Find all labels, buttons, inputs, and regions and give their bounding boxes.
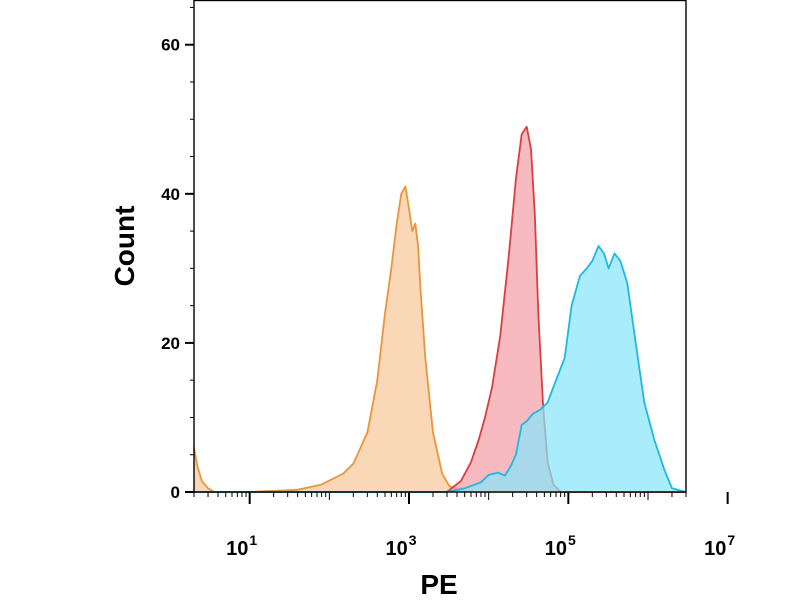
y-tick-label: 20: [161, 334, 180, 353]
x-tick-label: 105: [545, 532, 576, 560]
x-axis-title: PE: [420, 569, 457, 600]
plot-frame: [193, 0, 687, 493]
series-2-line: [194, 245, 687, 493]
y-axis-title: Count: [109, 206, 140, 287]
y-tick-label: 60: [161, 36, 180, 55]
series-2-area: [194, 246, 686, 492]
x-tick-label: 101: [226, 532, 257, 560]
x-tick-label: 107: [704, 532, 735, 560]
y-tick-label: 0: [171, 483, 180, 502]
x-tick-label: 103: [385, 532, 416, 560]
axis-layer: 0 20 40 60 101 103 105 107: [161, 0, 735, 560]
y-tick-label: 40: [161, 185, 180, 204]
series-layer: [193, 125, 687, 493]
